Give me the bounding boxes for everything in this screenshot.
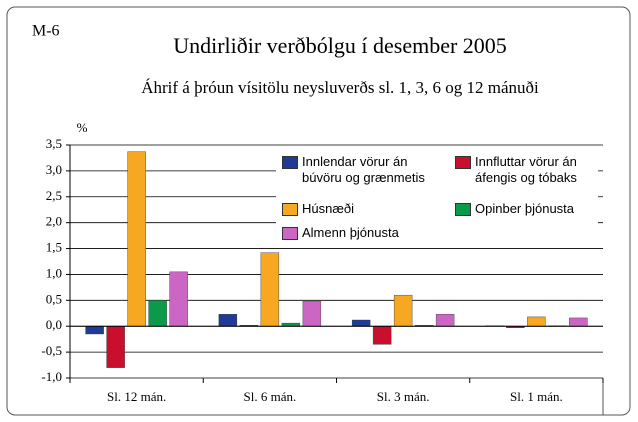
bar: [393, 294, 413, 327]
legend-label: Innfluttar vörur án áfengis og tóbaks: [475, 154, 577, 185]
y-unit: %: [77, 120, 88, 135]
bar: [106, 326, 125, 368]
y-tick-label: 2,0: [46, 214, 62, 229]
bar: [569, 317, 588, 327]
legend-label: Húsnæði: [302, 201, 355, 216]
x-tick-label: Sl. 6 mán.: [244, 389, 297, 404]
y-tick-label: -1,0: [41, 369, 62, 384]
bar: [127, 151, 146, 327]
legend-swatch: [455, 156, 471, 169]
bar: [435, 314, 455, 327]
y-tick-label: 0,5: [46, 291, 62, 306]
frame: [6, 6, 631, 416]
bar: [527, 316, 546, 327]
legend-swatch: [282, 156, 298, 169]
y-tick-label: 0,0: [46, 317, 62, 332]
bar: [302, 301, 322, 327]
legend-label: Almenn þjónusta: [302, 225, 399, 240]
bar: [218, 314, 238, 327]
y-tick-label: -0,5: [41, 343, 62, 358]
legend-label: Innlendar vörur án búvöru og grænmetis: [302, 154, 425, 185]
x-tick-label: Sl. 3 mán.: [377, 389, 430, 404]
bar: [260, 252, 280, 327]
bar: [148, 300, 167, 327]
bar: [169, 271, 188, 327]
bar: [85, 326, 104, 335]
bar: [351, 319, 371, 327]
y-tick-label: 1,0: [46, 265, 62, 280]
legend-swatch: [282, 203, 298, 216]
legend-background: [276, 149, 598, 245]
legend-label: Opinber þjónusta: [475, 201, 575, 216]
y-tick-label: 2,5: [46, 188, 62, 203]
chart-label: M-6: [32, 23, 60, 40]
legend-swatch: [455, 203, 471, 216]
legend-swatch: [282, 227, 298, 240]
bar: [372, 326, 392, 345]
y-tick-label: 3,5: [46, 136, 62, 151]
y-tick-label: 3,0: [46, 162, 62, 177]
chart-subtitle: Áhrif á þróun vísitölu neysluverðs sl. 1…: [141, 78, 539, 97]
x-tick-label: Sl. 1 mán.: [510, 389, 563, 404]
x-tick-label: Sl. 12 mán.: [107, 389, 166, 404]
y-tick-label: 1,5: [46, 240, 62, 255]
chart-title: Undirliðir verðbólgu í desember 2005: [173, 33, 507, 58]
